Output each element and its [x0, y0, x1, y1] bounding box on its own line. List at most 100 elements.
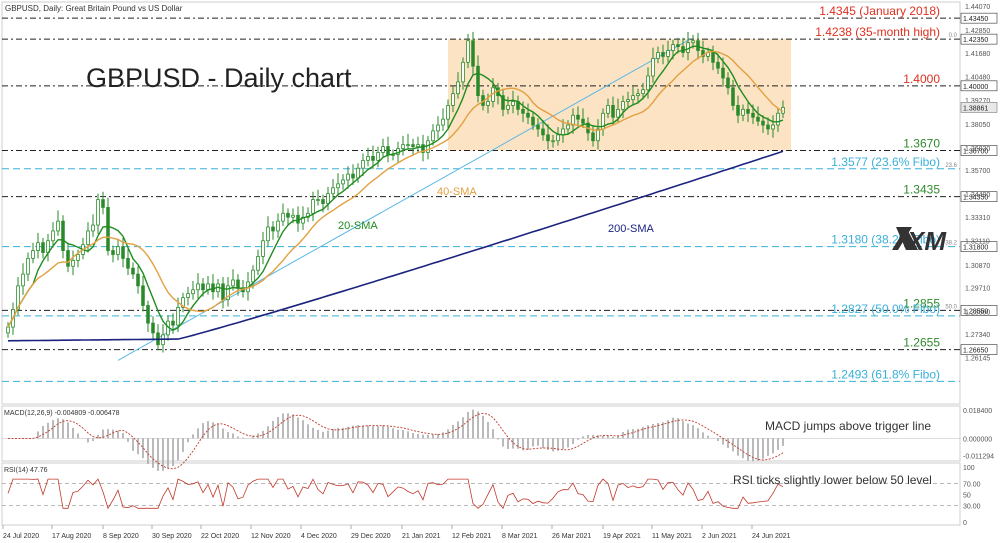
candle-body-96 [486, 101, 490, 106]
candle-body-69 [351, 173, 355, 179]
candle-body-27 [141, 285, 145, 306]
candle-body-113 [571, 114, 575, 126]
candle-body-129 [651, 57, 655, 77]
x-tick-label-9: 12 Feb 2021 [452, 533, 491, 540]
sma40-label: 40-SMA [437, 186, 477, 198]
candle-body-79 [401, 144, 405, 149]
macd-annotation: MACD jumps above trigger line [765, 419, 931, 433]
x-tick-label-8: 21 Jan 2021 [402, 533, 441, 540]
candle-body-50 [256, 256, 260, 271]
candle-body-122 [616, 108, 620, 118]
candle-body-83 [421, 144, 425, 153]
candle-body-125 [631, 95, 635, 100]
macd-header: MACD(12,26,9) -0.004809 -0.006478 [4, 410, 120, 417]
candle-body-34 [176, 307, 180, 326]
candle-body-65 [331, 187, 335, 195]
candle-body-150 [756, 116, 760, 122]
candle-body-85 [431, 130, 435, 142]
level-label-2: 1.4000 [903, 72, 940, 86]
level-label-7: 1.2855 [903, 296, 940, 310]
candle-body-67 [341, 179, 345, 185]
sma20-line [7, 45, 784, 332]
candle-body-141 [711, 52, 715, 63]
candle-body-120 [606, 105, 610, 114]
candle-body-127 [641, 89, 645, 95]
candle-body-118 [596, 128, 600, 142]
level-label-0: 1.4345 (January 2018) [819, 4, 940, 18]
candle-body-18 [96, 199, 100, 226]
x-tick-label-7: 29 Dec 2020 [351, 533, 391, 540]
price-tick-10: 1.32110 [965, 239, 990, 246]
candle-body-26 [136, 273, 140, 287]
symbol-info: GBPUSD, Daily: Great Britain Pound vs US… [5, 4, 183, 13]
candle-body-100 [506, 105, 510, 110]
macd-tick-1: 0.000000 [963, 436, 992, 443]
level-label-1: 1.4238 (35-month high) [815, 25, 940, 39]
candle-body-132 [666, 50, 670, 57]
candle-body-10 [56, 220, 60, 232]
x-tick-label-3: 30 Sep 2020 [152, 533, 192, 540]
price-tick-5: 1.38050 [965, 122, 990, 129]
candle-body-93 [471, 40, 475, 67]
candle-body-54 [276, 220, 280, 232]
candle-body-20 [106, 207, 110, 251]
macd-tick-2: -0.011294 [963, 454, 994, 461]
sma20-label: 20-SMA [338, 220, 378, 232]
candle-body-108 [546, 134, 550, 142]
candle-body-51 [261, 240, 265, 257]
date-axis: 24 Jul 2020 17 Aug 2020 8 Sep 2020 30 Sep 2… [2, 525, 791, 540]
candle-body-128 [646, 75, 650, 91]
sma200-line [7, 150, 784, 342]
candle-body-19 [101, 199, 105, 208]
candle-body-145 [731, 87, 735, 106]
axis-level-text-2: 1.40000 [963, 84, 988, 91]
candle-body-29 [151, 322, 155, 334]
candle-body-91 [461, 61, 465, 83]
rsi-panel-frame [1, 462, 961, 526]
candle-body-24 [126, 258, 130, 269]
price-tick-4: 1.39270 [965, 98, 990, 105]
candle-body-86 [436, 124, 440, 132]
candle-body-121 [611, 105, 615, 118]
x-tick-label-14: 2 Jun 2021 [702, 533, 737, 540]
candle-body-87 [441, 118, 445, 126]
candle-body-55 [281, 212, 285, 222]
axis-level-tag-1 [960, 33, 998, 45]
macd-indicator: 0.018400 0.000000 -0.011294 [2, 408, 994, 471]
level-label-10: 1.2493 (61.8% Fibo) [831, 367, 940, 381]
rsi-tick-2: 50 [963, 493, 971, 500]
candle-body-28 [146, 305, 150, 324]
candle-body-142 [716, 61, 720, 69]
candle-body-92 [466, 40, 470, 63]
candle-body-71 [361, 159, 365, 169]
candle-body-75 [381, 146, 385, 153]
candle-body-9 [51, 230, 55, 242]
candle-body-25 [131, 267, 135, 275]
candle-body-7 [41, 242, 45, 253]
candle-body-117 [591, 132, 595, 142]
candle-body-89 [451, 93, 455, 106]
macd-panel-frame [1, 405, 961, 462]
x-tick-label-4: 22 Oct 2020 [201, 533, 239, 540]
candle-body-64 [326, 193, 330, 204]
candle-body-61 [311, 199, 315, 214]
candle-body-66 [336, 183, 340, 189]
candle-body-144 [726, 77, 730, 89]
candle-body-35 [181, 297, 185, 308]
x-tick-label-2: 8 Sep 2020 [103, 533, 139, 540]
fibo-tag-4: 23.6 [945, 163, 957, 169]
candle-body-126 [636, 93, 640, 97]
candle-body-12 [66, 250, 70, 267]
x-tick-label-10: 8 Mar 2021 [502, 533, 538, 540]
sma200-label: 200-SMA [608, 223, 655, 235]
candle-body-62 [316, 199, 320, 201]
candle-body-105 [531, 116, 535, 126]
candle-body-11 [61, 220, 65, 251]
candle-body-94 [476, 65, 480, 97]
candle-body-147 [741, 108, 745, 116]
candle-body-139 [701, 50, 705, 57]
rsi-indicator: 100 70.00 50 30.00 0 [2, 465, 981, 527]
candle-body-23 [121, 246, 125, 259]
price-tick-13: 1.28500 [965, 309, 990, 316]
candle-body-143 [721, 67, 725, 79]
